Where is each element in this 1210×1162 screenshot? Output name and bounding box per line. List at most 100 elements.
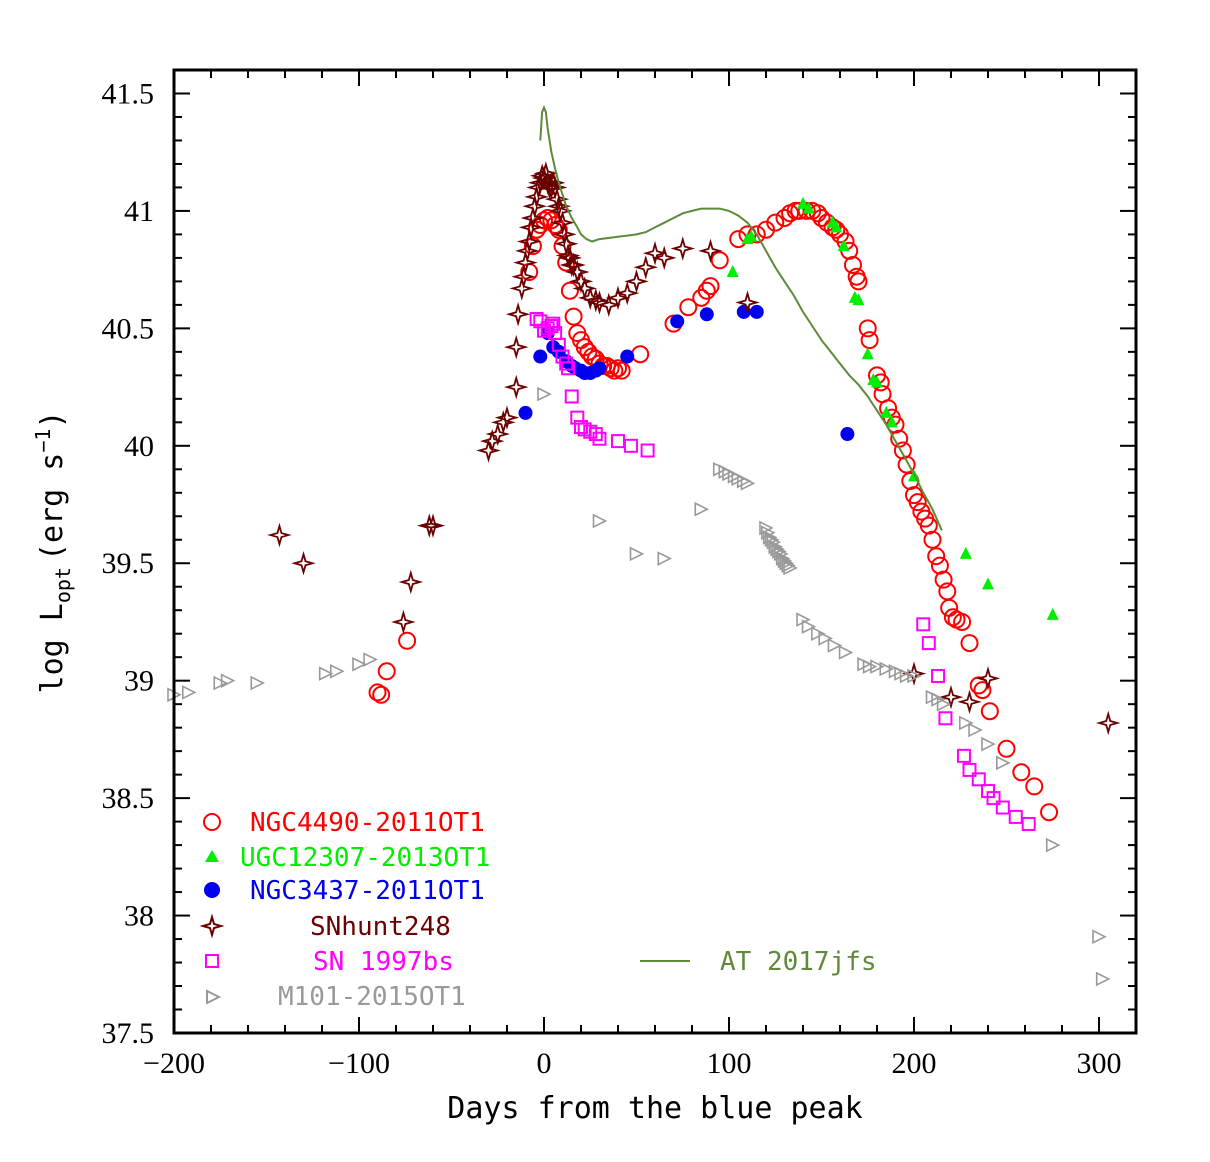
legend-entry-snhunt248: SNhunt248	[199, 912, 451, 942]
y-axis-label-exp: −1	[31, 429, 55, 453]
data-point-snhunt248	[975, 666, 1001, 691]
data-point-sn-1997bs	[921, 636, 936, 651]
series-sn-1997bs	[529, 311, 1036, 831]
data-point-m101-2015ot1	[182, 685, 197, 700]
y-tick-label: 41	[124, 195, 154, 228]
data-point-ngc4490-2011ot1	[960, 634, 979, 653]
data-point-ngc4490-2011ot1	[523, 237, 542, 256]
series-ngc3437-2011ot1	[518, 304, 855, 442]
data-point-snhunt248	[1095, 710, 1121, 736]
legend-entry-m101: M101-2015OT1	[206, 982, 466, 1012]
legend-marker-snhunt248	[199, 913, 225, 939]
data-point-ngc4490-2011ot1	[1012, 763, 1031, 782]
data-point-ugc12307-2013ot1	[852, 293, 865, 306]
data-point-snhunt248	[516, 229, 542, 254]
y-tick-label: 41.5	[102, 77, 155, 110]
data-point-ngc4490-2011ot1	[1025, 777, 1044, 796]
data-point-m101-2015ot1	[801, 619, 817, 634]
data-point-m101-2015ot1	[318, 666, 334, 681]
data-point-sn-1997bs	[544, 319, 559, 334]
legend-label-sn1997bs: SN 1997bs	[313, 947, 454, 977]
data-point-sn-1997bs	[931, 668, 946, 683]
data-point-snhunt248	[267, 522, 292, 548]
data-point-sn-1997bs	[1021, 816, 1036, 831]
data-point-m101-2015ot1	[657, 551, 673, 566]
data-point-ngc3437-2011ot1	[620, 349, 635, 364]
data-point-ngc4490-2011ot1	[927, 547, 946, 566]
data-point-ngc4490-2011ot1	[843, 255, 862, 274]
data-point-m101-2015ot1	[958, 715, 974, 731]
data-point-sn-1997bs	[971, 772, 986, 787]
data-point-snhunt248	[491, 410, 516, 435]
data-point-ngc3437-2011ot1	[533, 349, 548, 364]
data-point-m101-2015ot1	[759, 520, 774, 536]
legend-marker-ugc12307	[205, 850, 219, 862]
legend-entry-ngc3437: NGC3437-2011OT1	[204, 876, 485, 906]
data-point-ngc4490-2011ot1	[398, 631, 417, 650]
data-point-m101-2015ot1	[779, 555, 795, 571]
data-point-ngc4490-2011ot1	[372, 685, 391, 704]
data-point-snhunt248	[494, 405, 520, 430]
data-point-ngc4490-2011ot1	[368, 683, 387, 702]
data-point-sn-1997bs	[611, 434, 625, 449]
data-point-m101-2015ot1	[981, 736, 996, 752]
series-ugc12307-2013ot1	[726, 196, 1059, 620]
data-point-snhunt248	[485, 421, 511, 447]
data-point-ngc4490-2011ot1	[797, 201, 816, 220]
data-point-snhunt248	[901, 661, 927, 686]
data-point-ugc12307-2013ot1	[726, 264, 739, 277]
data-point-ngc4490-2011ot1	[973, 681, 992, 700]
data-point-m101-2015ot1	[838, 645, 854, 660]
data-point-ngc4490-2011ot1	[812, 208, 831, 227]
axis-ticks	[173, 69, 1137, 1034]
data-point-ngc4490-2011ot1	[377, 662, 396, 681]
data-point-snhunt248	[642, 240, 668, 266]
data-point-m101-2015ot1	[870, 659, 885, 674]
data-point-snhunt248	[513, 250, 538, 275]
data-point-ngc4490-2011ot1	[546, 216, 565, 235]
data-point-ugc12307-2013ot1	[871, 375, 883, 388]
data-point-ngc4490-2011ot1	[612, 361, 631, 380]
data-point-ngc4490-2011ot1	[766, 213, 785, 232]
data-point-ngc4490-2011ot1	[609, 359, 627, 378]
legend-entry-at2017jfs: AT 2017jfs	[640, 947, 877, 977]
chart-marks	[167, 161, 1121, 987]
y-tick-label: 40.5	[102, 312, 155, 345]
legend-marker-m101	[206, 989, 222, 1005]
data-point-ngc4490-2011ot1	[849, 272, 868, 291]
data-point-m101-2015ot1	[537, 386, 552, 402]
data-point-ngc3437-2011ot1	[670, 314, 685, 329]
x-tick-label: 200	[892, 1047, 937, 1080]
data-point-ngc3437-2011ot1	[840, 427, 855, 442]
data-point-m101-2015ot1	[907, 668, 922, 684]
data-point-snhunt248	[587, 290, 612, 315]
data-point-m101-2015ot1	[740, 476, 756, 491]
legend-marker-ngc4490	[203, 813, 221, 831]
data-point-snhunt248	[605, 285, 631, 311]
data-point-ugc12307-2013ot1	[745, 229, 758, 242]
data-point-ugc12307-2013ot1	[830, 220, 843, 233]
legend-marker-sn1997bs	[205, 954, 219, 968]
legend-label-ugc12307: UGC12307-2013OT1	[240, 843, 490, 873]
y-axis-label: log Lopt (erg s−1)	[31, 411, 75, 694]
y-axis-label-unit: (erg s	[35, 453, 70, 561]
data-point-m101-2015ot1	[592, 513, 608, 529]
data-point-snhunt248	[624, 269, 649, 294]
legend-entry-ngc4490: NGC4490-2011OT1	[203, 808, 485, 838]
data-point-m101-2015ot1	[250, 675, 266, 691]
data-point-sn-1997bs	[962, 762, 977, 777]
data-point-ngc4490-2011ot1	[729, 230, 748, 249]
data-point-ngc3437-2011ot1	[592, 361, 607, 376]
data-point-snhunt248	[515, 238, 540, 264]
data-point-snhunt248	[417, 513, 442, 538]
data-point-ugc12307-2013ot1	[982, 577, 994, 590]
data-point-ngc4490-2011ot1	[934, 570, 953, 589]
legend-marker-ngc3437	[204, 882, 220, 898]
y-tick-label: 38.5	[102, 782, 155, 815]
data-point-ugc12307-2013ot1	[1046, 607, 1059, 620]
legend-label-ngc4490: NGC4490-2011OT1	[250, 808, 485, 838]
data-point-m101-2015ot1	[629, 546, 645, 562]
data-point-ngc4490-2011ot1	[953, 612, 972, 631]
data-point-sn-1997bs	[986, 791, 1001, 806]
